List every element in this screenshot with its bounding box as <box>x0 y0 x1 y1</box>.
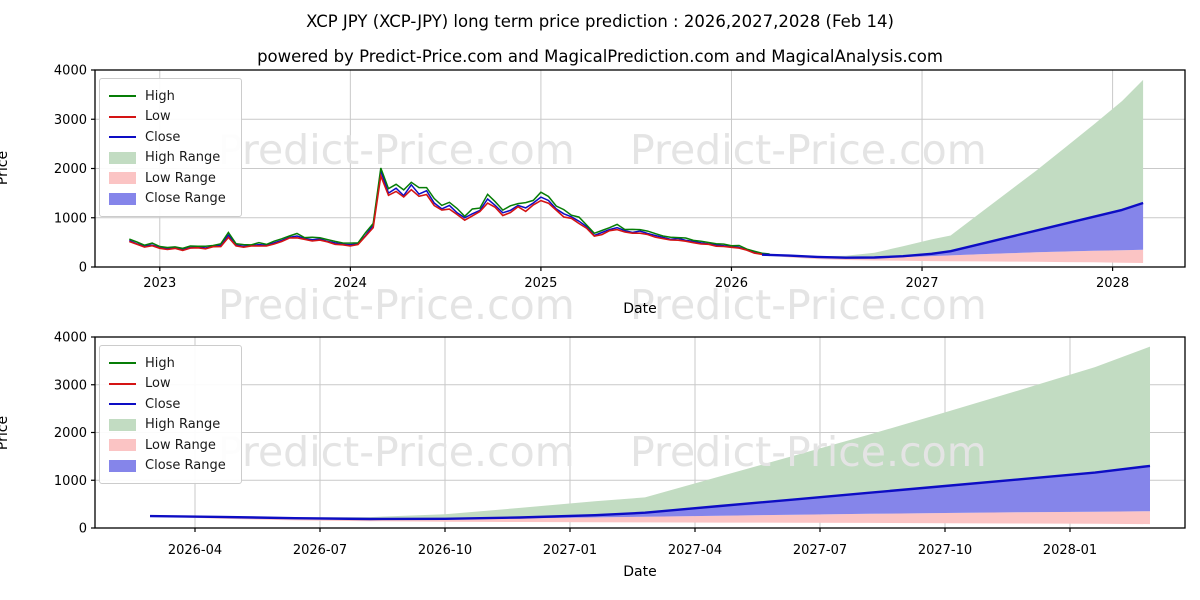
y-tick-label: 4000 <box>54 64 87 79</box>
x-tick-label: 2027-07 <box>793 543 847 558</box>
history-high-line <box>129 167 770 255</box>
legend-label: Low <box>145 376 171 392</box>
legend-top-chart: High Low Close High Range Low Range Close Ran… <box>99 78 242 217</box>
legend-label: Close <box>145 129 181 145</box>
close-range-band <box>150 465 1150 520</box>
legend-label: Close Range <box>145 191 226 207</box>
low-range-band <box>150 511 1150 525</box>
legend-line-swatch <box>109 95 136 98</box>
y-tick-label: 2000 <box>54 426 87 441</box>
y-axis-label-top: Price <box>0 150 12 186</box>
forecast-close-line <box>149 464 1151 521</box>
legend-patch-swatch <box>109 192 136 205</box>
legend-patch-swatch <box>109 151 136 164</box>
forecast-close-line <box>761 201 1144 259</box>
x-tick-label: 2028 <box>1096 276 1129 291</box>
legend-item: Close <box>109 394 231 415</box>
legend-line-swatch <box>109 362 136 365</box>
legend-label: High <box>145 355 175 371</box>
x-tick-label: 2027-01 <box>543 543 597 558</box>
legend-bottom-chart: High Low Close High Range Low Range Close Ran… <box>99 345 242 484</box>
y-tick-label: 3000 <box>54 378 87 393</box>
y-tick-label: 3000 <box>54 113 87 128</box>
legend-label: Close <box>145 396 181 412</box>
legend-item: High Range <box>109 415 231 436</box>
y-axis-label-bottom: Price <box>0 415 12 451</box>
x-tick-label: 2027 <box>905 276 938 291</box>
legend-line-swatch <box>109 382 136 385</box>
legend-item: High <box>109 353 231 374</box>
y-tick-label: 4000 <box>54 331 87 346</box>
legend-label: High Range <box>145 417 221 433</box>
legend-patch-swatch <box>109 459 136 472</box>
low-range-band <box>762 249 1144 263</box>
y-tick-label: 1000 <box>54 474 87 489</box>
legend-item: Low Range <box>109 435 231 456</box>
x-axis-label-top: Date <box>623 301 657 317</box>
legend-label: Low Range <box>145 170 216 186</box>
legend-item: Low Range <box>109 168 231 189</box>
legend-item: High Range <box>109 148 231 169</box>
legend-label: Close Range <box>145 458 226 474</box>
x-tick-label: 2026-04 <box>168 543 222 558</box>
x-tick-label: 2026 <box>715 276 748 291</box>
x-tick-label: 2024 <box>334 276 367 291</box>
x-tick-label: 2026-07 <box>293 543 347 558</box>
legend-label: High <box>145 88 175 104</box>
x-tick-label: 2023 <box>143 276 176 291</box>
x-tick-label: 2027-10 <box>918 543 972 558</box>
y-tick-label: 2000 <box>54 162 87 177</box>
high-range-band <box>150 346 1150 519</box>
y-tick-label: 1000 <box>54 211 87 226</box>
x-tick-label: 2025 <box>524 276 557 291</box>
legend-item: Close <box>109 127 231 148</box>
legend-item: Close Range <box>109 456 231 477</box>
legend-item: Close Range <box>109 189 231 210</box>
page-title: XCP JPY (XCP-JPY) long term price predic… <box>306 12 894 31</box>
y-tick-label: 0 <box>79 522 87 537</box>
close-range-band <box>762 203 1144 259</box>
page-subtitle: powered by Predict-Price.com and Magical… <box>257 47 943 66</box>
legend-patch-swatch <box>109 418 136 431</box>
y-tick-label: 0 <box>79 261 87 276</box>
legend-line-swatch <box>109 403 136 406</box>
legend-label: High Range <box>145 150 221 166</box>
high-range-band <box>762 79 1144 258</box>
legend-line-swatch <box>109 136 136 139</box>
legend-patch-swatch <box>109 439 136 452</box>
history-low-line <box>129 172 770 257</box>
x-tick-label: 2027-04 <box>668 543 722 558</box>
legend-line-swatch <box>109 115 136 118</box>
x-tick-label: 2026-10 <box>418 543 472 558</box>
x-axis-label-bottom: Date <box>623 564 657 580</box>
legend-label: Low Range <box>145 437 216 453</box>
legend-patch-swatch <box>109 172 136 185</box>
x-tick-label: 2028-01 <box>1043 543 1097 558</box>
legend-item: High <box>109 86 231 107</box>
legend-label: Low <box>145 109 171 125</box>
legend-item: Low <box>109 374 231 395</box>
legend-item: Low <box>109 107 231 128</box>
